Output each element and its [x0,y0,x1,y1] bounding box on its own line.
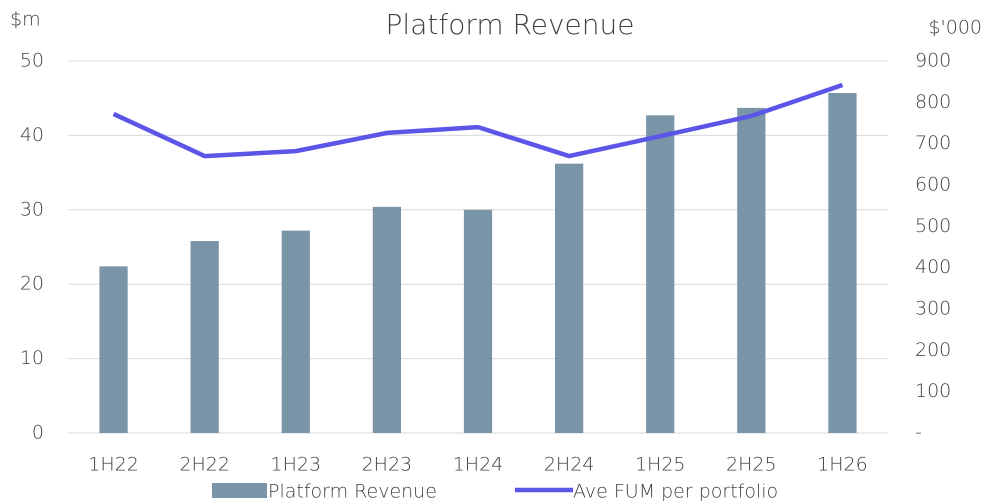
legend-label: Platform Revenue [268,481,437,503]
y-tick-label: 10 [20,347,44,369]
y2-axis-label: $'000 [928,17,982,39]
y-tick-label: 0 [32,422,44,444]
x-tick-label: 1H24 [453,454,504,476]
bar [190,241,219,433]
bar [463,209,493,433]
x-tick-label: 2H22 [179,454,230,476]
y2-tick-label: 600 [915,174,951,196]
y-tick-label: 40 [20,124,44,146]
y2-tick-label: 900 [915,50,951,72]
y2-tick-label: - [915,422,922,444]
line [112,82,844,159]
x-tick-label: 1H25 [635,454,686,476]
chart-title: Platform Revenue [386,8,635,41]
bar [737,107,766,433]
bar [554,163,584,433]
y-axis-label: $m [10,9,41,31]
bar [372,206,402,433]
y2-tick-label: 500 [915,215,951,237]
y2-tick-label: 800 [915,91,951,113]
x-tick-label: 2H24 [544,454,595,476]
bar [99,266,128,433]
y-tick-label: 20 [20,273,44,295]
bar [646,115,675,433]
x-tick-label: 2H23 [362,454,413,476]
y2-tick-label: 300 [915,298,951,320]
y2-tick-label: 400 [915,256,951,278]
x-tick-label: 2H25 [726,454,777,476]
legend-label: Ave FUM per portfolio [573,481,778,503]
y2-tick-label: 200 [915,339,951,361]
x-tick-label: 1H23 [270,454,321,476]
bar [281,230,310,433]
legend-swatch [212,483,267,498]
x-tick-label: 1H22 [88,454,139,476]
y-tick-label: 50 [20,50,44,72]
y2-tick-label: 700 [915,132,951,154]
y-tick-label: 30 [20,198,44,220]
bar [828,92,857,433]
y2-tick-label: 100 [915,380,951,402]
x-tick-label: 1H26 [817,454,868,476]
